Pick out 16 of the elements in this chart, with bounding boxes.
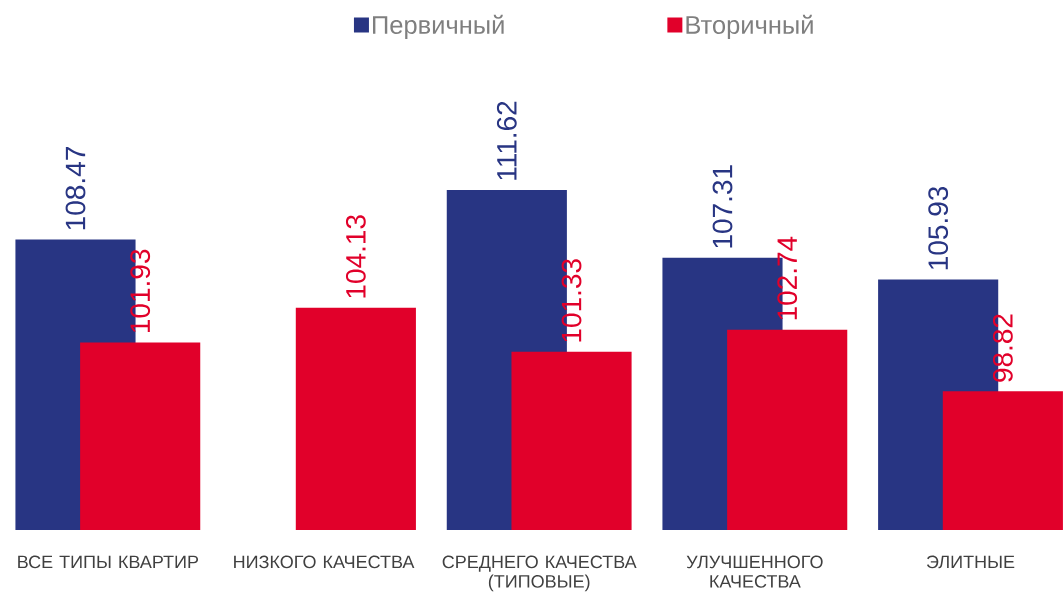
x-tick-label: УЛУЧШЕННОГО КАЧЕСТВА [686, 555, 823, 588]
data-label: 111.62 [496, 101, 517, 180]
x-tick-label: НИЗКОГО КАЧЕСТВА [234, 555, 415, 569]
legend-label: Первичный [373, 14, 504, 39]
data-label: 101.93 [130, 249, 151, 333]
x-tick-label: ВСЕ ТИПЫ КВАРТИР [18, 555, 199, 569]
data-label: 98.82 [992, 314, 1013, 382]
data-label: 104.13 [345, 215, 366, 298]
x-tick-label: ЭЛИТНЫЕ [926, 555, 1015, 569]
data-label: 101.33 [561, 259, 582, 342]
data-label: 107.31 [712, 165, 733, 248]
data-label: 102.74 [777, 236, 798, 320]
x-tick-label: СРЕДНЕГО КАЧЕСТВА (ТИПОВЫЕ) [442, 555, 637, 592]
data-label: 108.47 [65, 147, 86, 230]
legend-label: Вторичный [686, 14, 813, 39]
data-label: 105.93 [928, 186, 949, 270]
